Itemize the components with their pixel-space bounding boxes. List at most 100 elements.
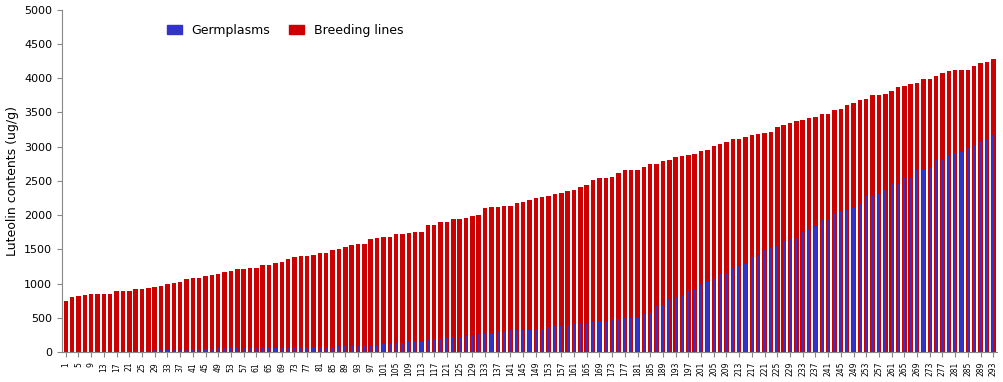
Bar: [336, 249, 341, 352]
Bar: [641, 167, 646, 352]
Bar: [63, 301, 68, 352]
Bar: [611, 319, 613, 352]
Bar: [469, 216, 474, 352]
Bar: [592, 322, 594, 352]
Bar: [114, 291, 118, 352]
Bar: [381, 237, 385, 352]
Bar: [375, 345, 378, 352]
Bar: [585, 322, 587, 352]
Bar: [628, 170, 633, 352]
Bar: [134, 351, 136, 352]
Bar: [818, 114, 823, 352]
Bar: [230, 348, 232, 352]
Bar: [673, 157, 677, 352]
Bar: [953, 153, 955, 352]
Bar: [108, 294, 112, 352]
Bar: [787, 123, 791, 352]
Bar: [687, 291, 689, 352]
Bar: [165, 284, 170, 352]
Bar: [515, 203, 519, 352]
Bar: [871, 196, 873, 352]
Bar: [705, 282, 708, 352]
Bar: [609, 177, 614, 352]
Bar: [217, 348, 219, 352]
Bar: [450, 219, 455, 352]
Bar: [654, 164, 658, 352]
Bar: [431, 225, 436, 352]
Bar: [457, 219, 461, 352]
Bar: [241, 269, 246, 352]
Bar: [82, 295, 87, 352]
Bar: [985, 139, 987, 352]
Bar: [476, 215, 480, 352]
Bar: [877, 194, 880, 352]
Bar: [846, 210, 848, 352]
Bar: [205, 349, 207, 352]
Bar: [527, 200, 532, 352]
Bar: [324, 253, 328, 352]
Bar: [946, 71, 950, 352]
Bar: [578, 186, 582, 352]
Bar: [120, 291, 125, 352]
Bar: [762, 250, 765, 352]
Bar: [979, 141, 981, 352]
Bar: [146, 288, 150, 352]
Bar: [508, 206, 513, 352]
Bar: [717, 144, 721, 352]
Bar: [153, 350, 155, 352]
Bar: [286, 259, 290, 352]
Bar: [742, 136, 747, 352]
Bar: [750, 257, 752, 352]
Bar: [210, 275, 214, 352]
Bar: [406, 233, 410, 352]
Bar: [128, 351, 130, 352]
Bar: [825, 114, 829, 352]
Bar: [483, 333, 485, 352]
Bar: [940, 73, 944, 352]
Bar: [76, 296, 80, 352]
Bar: [958, 70, 963, 352]
Bar: [489, 333, 492, 352]
Bar: [133, 289, 137, 352]
Bar: [369, 345, 371, 352]
Bar: [794, 238, 796, 352]
Bar: [401, 343, 403, 352]
Bar: [192, 349, 194, 352]
Bar: [845, 105, 849, 352]
Bar: [977, 63, 982, 352]
Bar: [865, 196, 867, 352]
Bar: [927, 79, 931, 352]
Bar: [439, 339, 441, 352]
Bar: [947, 155, 949, 352]
Bar: [781, 241, 784, 352]
Bar: [463, 218, 467, 352]
Bar: [736, 139, 740, 352]
Bar: [647, 164, 652, 352]
Bar: [799, 120, 804, 352]
Bar: [756, 255, 758, 352]
Bar: [495, 207, 499, 352]
Bar: [279, 262, 284, 352]
Bar: [884, 190, 886, 352]
Bar: [147, 351, 149, 352]
Bar: [254, 268, 259, 352]
Bar: [838, 109, 843, 352]
Y-axis label: Luteolin contents (ug/g): Luteolin contents (ug/g): [6, 106, 18, 256]
Bar: [330, 249, 334, 352]
Bar: [788, 239, 790, 352]
Bar: [355, 244, 360, 352]
Bar: [635, 170, 639, 352]
Bar: [616, 173, 620, 352]
Bar: [851, 103, 855, 352]
Bar: [984, 62, 988, 352]
Bar: [560, 326, 562, 352]
Bar: [211, 349, 213, 352]
Bar: [832, 214, 834, 352]
Bar: [928, 168, 930, 352]
Bar: [617, 319, 619, 352]
Bar: [565, 191, 570, 352]
Bar: [343, 247, 347, 352]
Bar: [451, 337, 454, 352]
Bar: [166, 350, 169, 352]
Bar: [839, 211, 842, 352]
